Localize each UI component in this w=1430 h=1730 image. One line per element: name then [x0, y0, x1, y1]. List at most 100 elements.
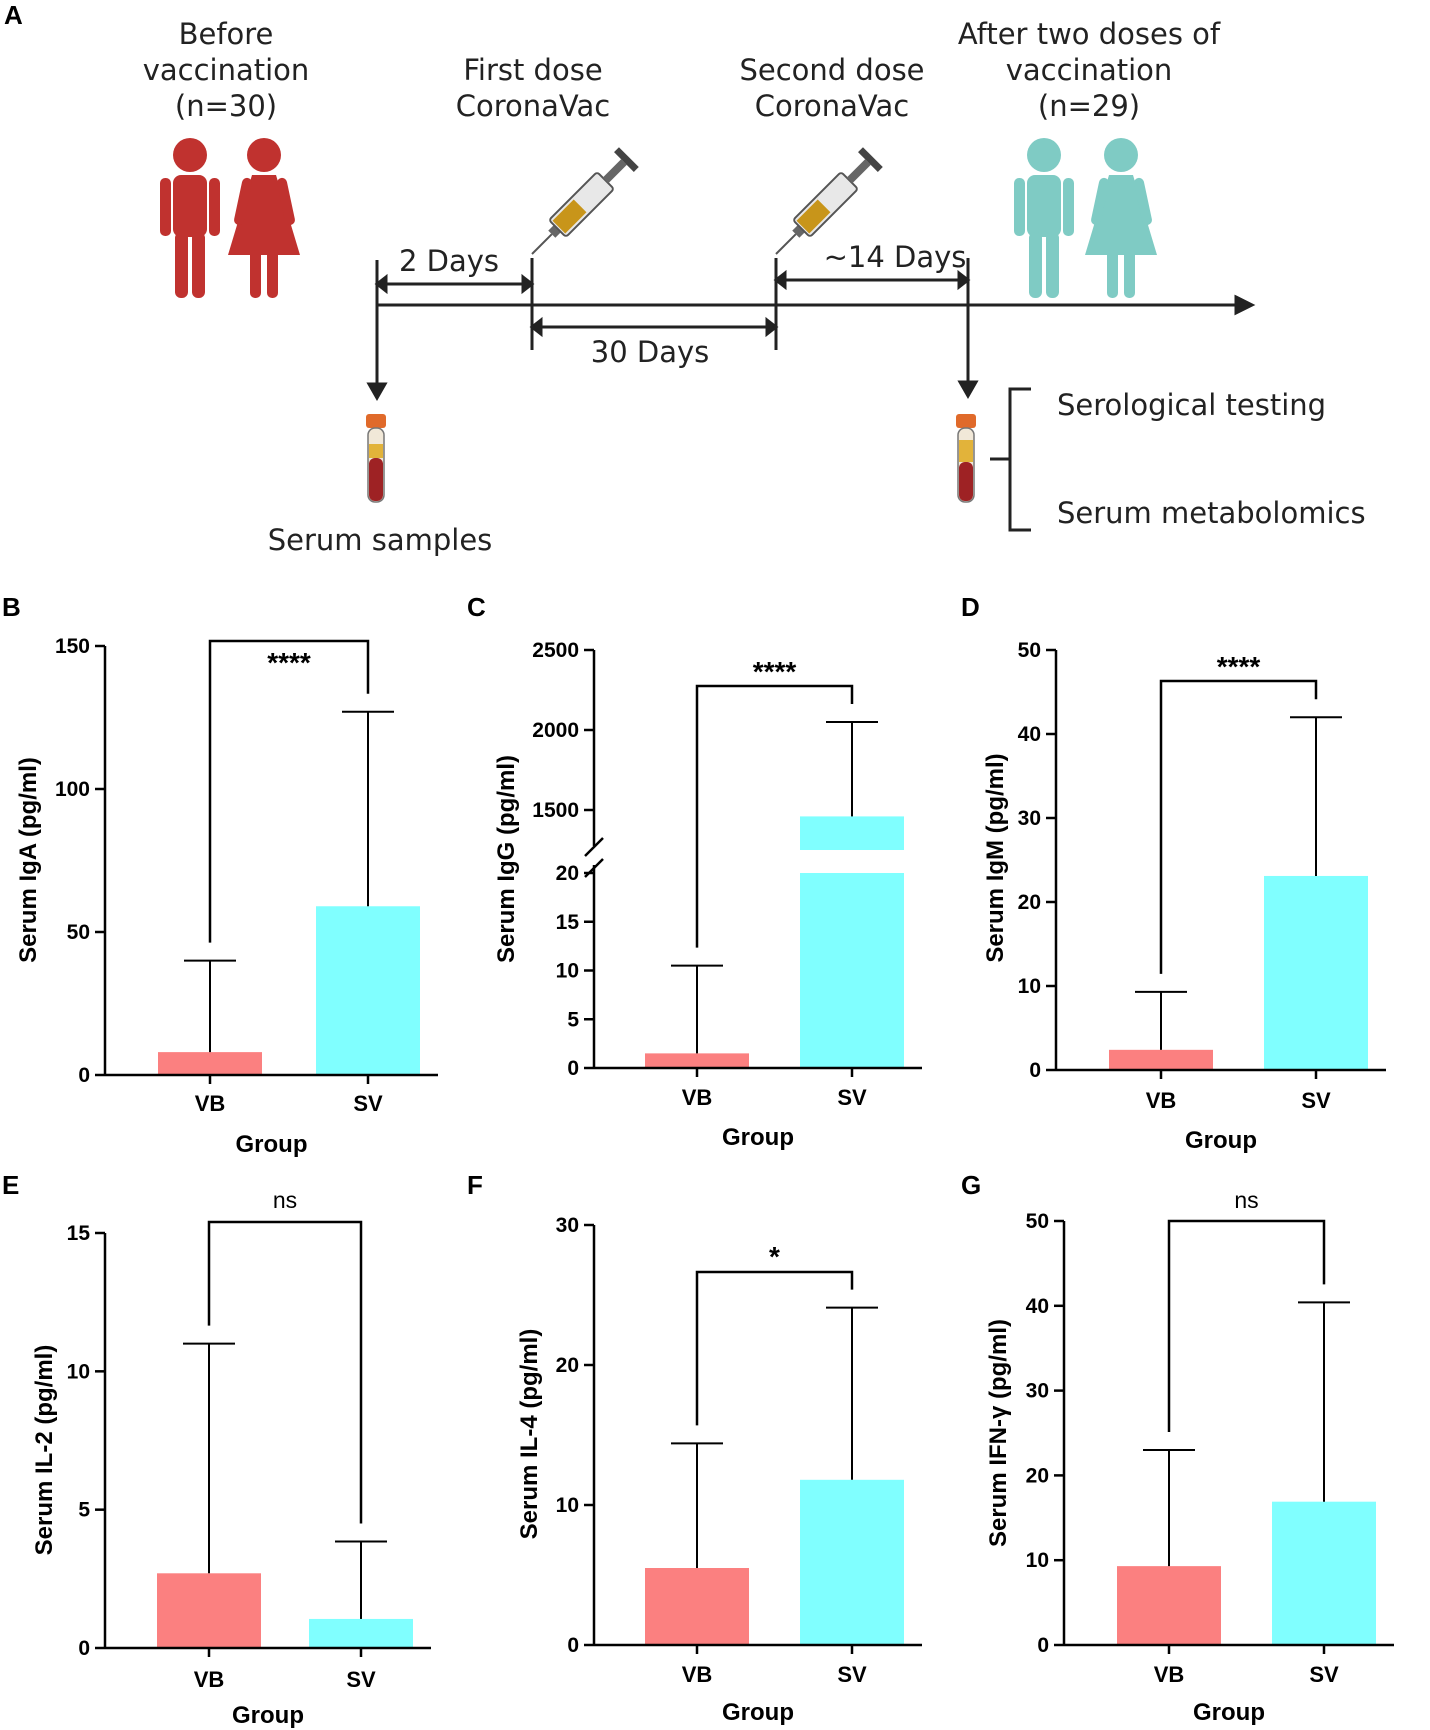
x-axis-title: Group — [1185, 1127, 1257, 1154]
y-tick-label: 20 — [556, 862, 579, 885]
y-tick-label: 50 — [67, 921, 90, 944]
serological-testing-label: Serological testing — [1057, 388, 1326, 422]
x-tick-label-sv: SV — [837, 1085, 867, 1110]
y-axis-title: Serum IgG (pg/ml) — [493, 755, 520, 963]
x-tick-label-sv: SV — [1301, 1088, 1331, 1113]
bar-vb — [645, 1568, 749, 1645]
y-tick-label: 0 — [78, 1637, 90, 1660]
bar-vb — [158, 1052, 262, 1075]
significance-bracket — [207, 1220, 363, 1524]
significance-label: **** — [1217, 651, 1261, 682]
bar-sv — [800, 816, 904, 850]
x-tick-label-sv: SV — [837, 1662, 867, 1687]
y-axis-title: Serum IL-4 (pg/ml) — [516, 1329, 543, 1540]
y-tick-label: 15 — [556, 911, 580, 934]
y-tick-label: 40 — [1018, 723, 1041, 746]
y-tick-label: 0 — [567, 1057, 579, 1080]
y-tick-label: 10 — [1018, 975, 1041, 998]
test-bracket — [990, 387, 1031, 532]
y-tick-label: 0 — [1037, 1634, 1049, 1657]
y-axis-title: Serum IL-2 (pg/ml) — [31, 1345, 58, 1556]
bar-vb — [645, 1053, 749, 1068]
x-axis-title: Group — [232, 1702, 304, 1729]
y-axis-title: Serum IgA (pg/ml) — [15, 757, 42, 963]
x-axis-title: Group — [722, 1124, 794, 1151]
y-tick-label: 100 — [55, 778, 90, 801]
interval-30-days: 30 Days — [591, 335, 710, 369]
blood-tube-icon — [366, 414, 386, 503]
significance-bracket — [208, 639, 370, 943]
blood-tube-icon — [956, 414, 976, 503]
x-axis-title: Group — [1193, 1699, 1265, 1726]
panel-label: F — [467, 1170, 483, 1200]
x-tick-label-sv: SV — [353, 1091, 383, 1116]
x-tick-label-vb: VB — [1154, 1662, 1185, 1687]
bar-sv — [1264, 875, 1368, 1070]
x-tick-label-vb: VB — [1146, 1088, 1177, 1113]
bar-vb — [1117, 1566, 1221, 1645]
y-tick-label: 30 — [1026, 1380, 1049, 1403]
significance-bracket — [695, 684, 854, 948]
y-tick-label: 40 — [1026, 1295, 1049, 1318]
second-dose-line-1: Second dose — [739, 53, 924, 87]
person-male-icon — [1014, 138, 1074, 298]
y-tick-label: 15 — [67, 1222, 91, 1245]
bar-vb — [1109, 1049, 1213, 1070]
y-tick-label: 2000 — [532, 719, 579, 742]
first-dose-line-2: CoronaVac — [456, 89, 610, 123]
after-title-line-2: vaccination — [1006, 53, 1173, 87]
serum-metabolomics-label: Serum metabolomics — [1057, 496, 1366, 530]
person-female-icon — [1085, 138, 1157, 298]
bar-sv — [309, 1618, 413, 1648]
before-title-line-1: Before — [179, 17, 274, 51]
chart-panel-g: G 0 10 20 30 40 50 VB SV ns Group Serum IFN-γ (pg/m… — [961, 1170, 1394, 1726]
chart-panel-f: F 0 10 20 30 VB SV * Group Serum IL-4 (pg/ml) — [467, 1170, 922, 1726]
y-tick-label: 10 — [556, 1494, 579, 1517]
y-axis-title: Serum IgM (pg/ml) — [982, 753, 1009, 962]
x-tick-label-sv: SV — [1309, 1662, 1339, 1687]
chart-panel-c: C 0 5 10 15 20 1500 2000 2500 VB SV **** Group Serum … — [467, 592, 922, 1151]
serum-samples-label: Serum samples — [268, 523, 493, 557]
x-axis-title: Group — [236, 1131, 308, 1158]
person-female-icon — [228, 138, 300, 298]
chart-panel-d: D 0 10 20 30 40 50 VB SV **** Group Serum IgM (pg/m… — [961, 592, 1386, 1154]
y-axis-title: Serum IFN-γ (pg/ml) — [985, 1319, 1012, 1547]
panel-label: C — [467, 592, 486, 622]
interval-2-days: 2 Days — [399, 244, 499, 278]
bar-sv — [316, 906, 420, 1075]
y-tick-label: 20 — [556, 1354, 579, 1377]
significance-label: **** — [753, 656, 797, 687]
bar-sv — [1272, 1501, 1376, 1645]
x-tick-label-vb: VB — [682, 1085, 713, 1110]
y-tick-label: 10 — [67, 1360, 90, 1383]
y-tick-label: 30 — [1018, 807, 1041, 830]
y-tick-label: 5 — [567, 1008, 579, 1031]
panel-label: D — [961, 592, 980, 622]
y-tick-label: 50 — [1018, 639, 1041, 662]
second-dose-line-2: CoronaVac — [755, 89, 909, 123]
y-tick-label: 50 — [1026, 1210, 1049, 1233]
after-title-line-3: (n=29) — [1038, 89, 1140, 123]
syringe-icon — [775, 147, 883, 255]
panel-label: G — [961, 1170, 981, 1200]
y-tick-label: 30 — [556, 1214, 579, 1237]
y-tick-label: 20 — [1026, 1464, 1049, 1487]
study-design-diagram: A Before vaccination (n=30) First dose C… — [4, 0, 1366, 557]
chart-panel-b: B 0 50 100 150 VB SV **** Group Serum IgA (pg/ml) — [2, 592, 438, 1158]
significance-bracket — [1167, 1219, 1326, 1432]
y-tick-label: 0 — [567, 1634, 579, 1657]
panel-label: B — [2, 592, 21, 622]
panel-label: E — [2, 1170, 19, 1200]
x-tick-label-vb: VB — [195, 1091, 226, 1116]
significance-label: * — [769, 1241, 780, 1272]
y-tick-label: 10 — [1026, 1549, 1049, 1572]
y-tick-label: 2500 — [532, 639, 579, 662]
y-tick-label: 1500 — [532, 799, 579, 822]
first-dose-line-1: First dose — [463, 53, 602, 87]
chart-panel-e: E 0 5 10 15 VB SV ns Group Serum IL-2 (pg/ml) — [2, 1170, 431, 1729]
bar-vb — [157, 1573, 261, 1648]
significance-bracket — [695, 1270, 854, 1426]
x-tick-label-vb: VB — [194, 1667, 225, 1692]
y-tick-label: 0 — [1029, 1059, 1041, 1082]
bar-sv — [800, 1479, 904, 1645]
